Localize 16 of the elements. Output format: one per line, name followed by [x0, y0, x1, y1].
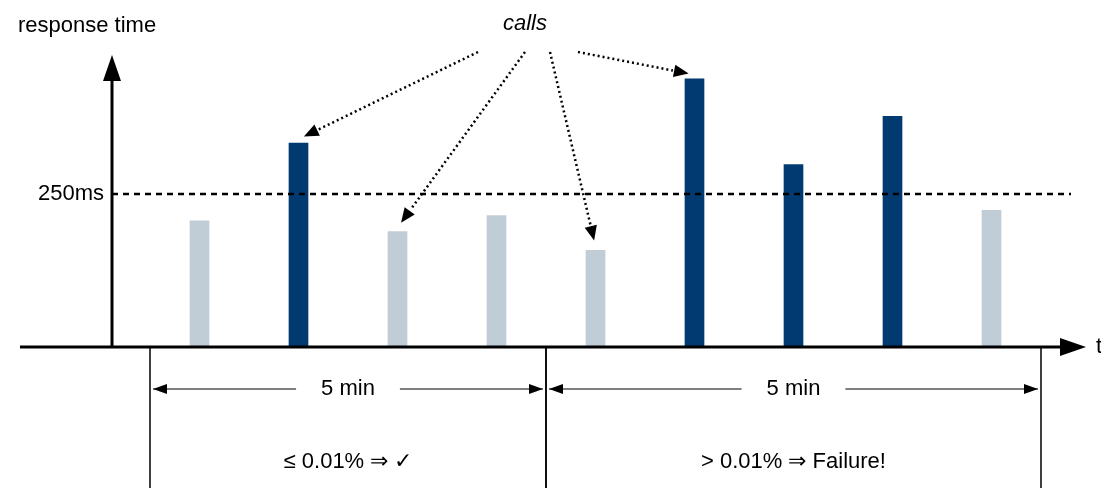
bar [981, 209, 1002, 347]
bar [486, 215, 507, 347]
bar [288, 142, 309, 347]
text: calls [502, 10, 548, 36]
bar [882, 116, 903, 347]
text: 5 min [321, 375, 375, 401]
y-axis-title: response time [18, 12, 157, 38]
text: > 0.01% ⇒ Failure! [701, 448, 886, 474]
bar [387, 231, 408, 347]
bar [585, 250, 606, 347]
bar [783, 164, 804, 347]
bar [684, 78, 705, 347]
text: ≤ 0.01% ⇒ ✓ [283, 448, 413, 474]
bar [189, 220, 210, 347]
text: 5 min [766, 375, 821, 401]
ref-line-label: 250ms [37, 180, 104, 206]
